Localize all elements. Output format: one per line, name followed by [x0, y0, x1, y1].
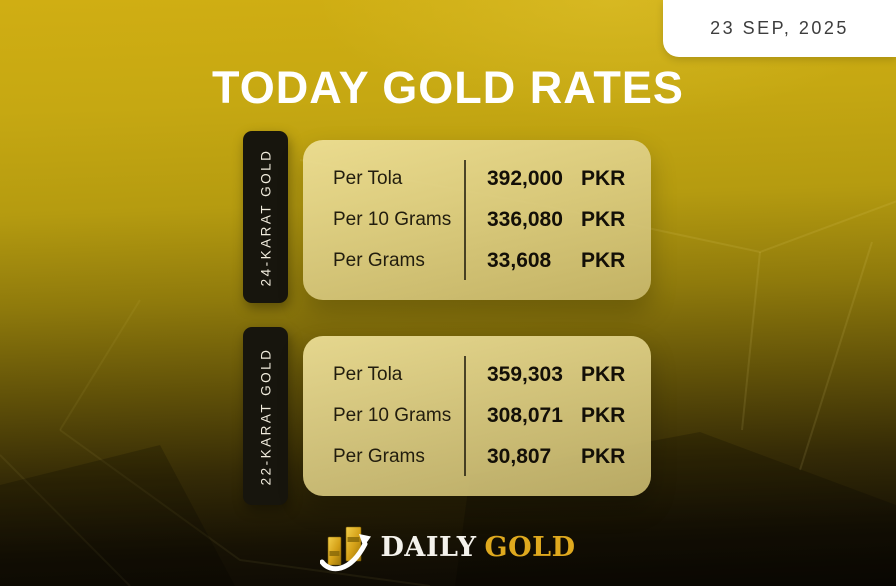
currency-label: PKR [581, 444, 626, 468]
unit-label: Per Tola [333, 167, 403, 189]
rate-row-10grams: Per 10 Grams 308,071 PKR [303, 395, 651, 436]
rate-value: 308,071 [487, 403, 563, 427]
date-text: 23 SEP, 2025 [710, 18, 849, 38]
unit-label: Per Grams [333, 445, 425, 467]
vertical-divider [464, 356, 466, 476]
rate-value: 30,807 [487, 444, 552, 468]
karat-tab-24-label: 24-KARAT GOLD [258, 148, 274, 286]
logo-word-gold: GOLD [484, 531, 576, 563]
logo-word-daily: DAILY [380, 531, 477, 563]
rate-row-tola: Per Tola 392,000 PKR [303, 158, 651, 199]
currency-label: PKR [581, 166, 626, 190]
unit-label: Per 10 Grams [333, 404, 452, 426]
rates-card-22: Per Tola 359,303 PKR Per 10 Grams 308,07… [303, 336, 651, 496]
currency-label: PKR [581, 248, 626, 272]
currency-label: PKR [581, 207, 626, 231]
vertical-divider [464, 160, 466, 280]
gold-bars-growth-icon [320, 526, 372, 572]
currency-label: PKR [581, 362, 626, 386]
rate-value: 392,000 [487, 166, 563, 190]
rate-value: 359,303 [487, 362, 563, 386]
karat-tab-22: 22-KARAT GOLD [243, 327, 288, 505]
rate-row-grams: Per Grams 33,608 PKR [303, 240, 651, 281]
brand-logo: DAILY GOLD [0, 521, 896, 573]
unit-label: Per 10 Grams [333, 208, 452, 230]
rate-row-tola: Per Tola 359,303 PKR [303, 354, 651, 395]
panel-22-karat: 22-KARAT GOLD Per Tola 359,303 PKR Per 1… [243, 327, 651, 505]
unit-label: Per Grams [333, 249, 425, 271]
date-badge: 23 SEP, 2025 [663, 0, 896, 57]
rate-row-grams: Per Grams 30,807 PKR [303, 436, 651, 477]
karat-tab-22-label: 22-KARAT GOLD [258, 347, 274, 485]
rate-row-10grams: Per 10 Grams 336,080 PKR [303, 199, 651, 240]
rates-card-24: Per Tola 392,000 PKR Per 10 Grams 336,08… [303, 140, 651, 300]
rate-value: 336,080 [487, 207, 563, 231]
rate-value: 33,608 [487, 248, 552, 272]
page-title: TODAY GOLD RATES [212, 62, 684, 113]
currency-label: PKR [581, 403, 626, 427]
karat-tab-24: 24-KARAT GOLD [243, 131, 288, 303]
panel-24-karat: 24-KARAT GOLD Per Tola 392,000 PKR Per 1… [243, 131, 651, 303]
unit-label: Per Tola [333, 363, 403, 385]
